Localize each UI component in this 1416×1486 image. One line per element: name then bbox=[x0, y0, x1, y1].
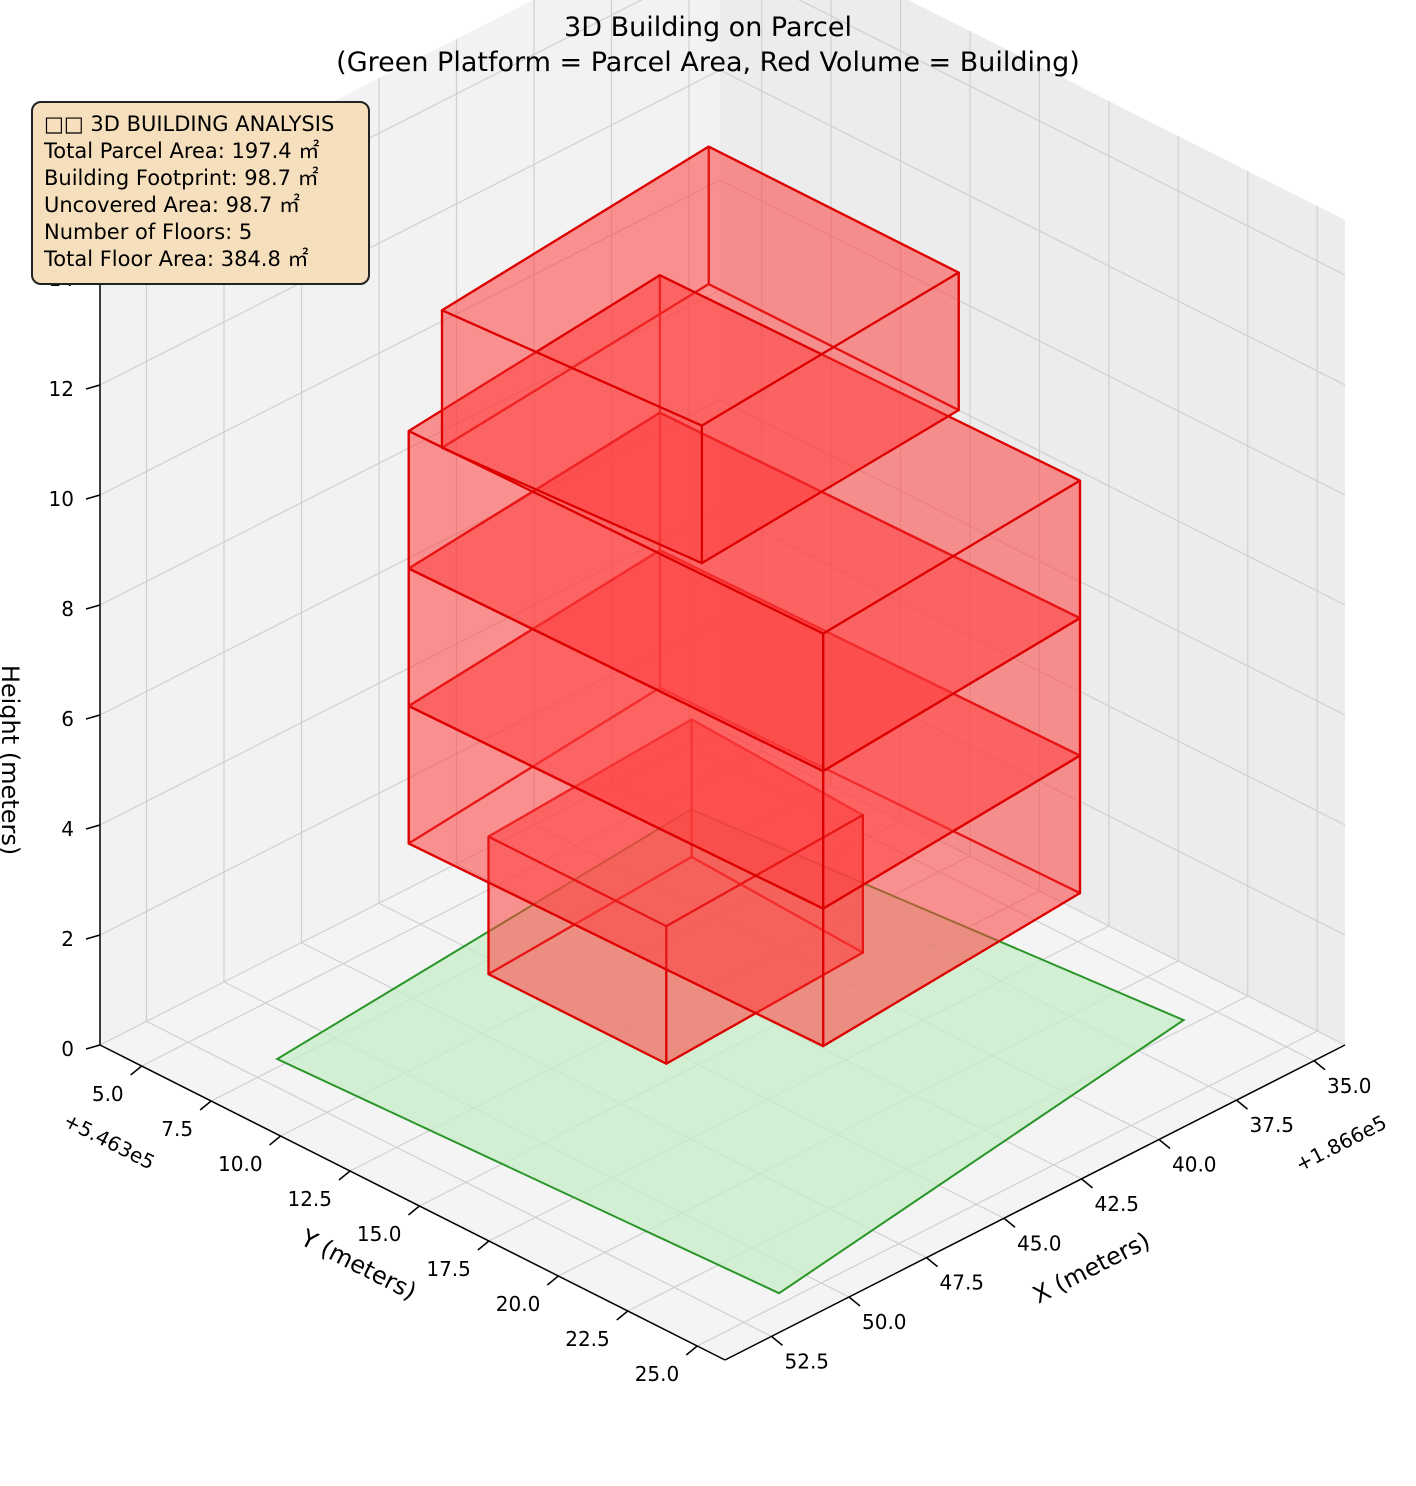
z-tick bbox=[85, 714, 101, 720]
pane-back-right bbox=[720, 0, 1345, 1045]
y-tick-label: 17.5 bbox=[426, 1257, 471, 1281]
x-tick-label: 40.0 bbox=[1172, 1153, 1217, 1177]
grid-line-z-left bbox=[99, 399, 721, 716]
y-tick bbox=[685, 1345, 698, 1356]
info-uncovered-area: Uncovered Area: 98.7 ㎡ bbox=[44, 193, 301, 217]
x-tick bbox=[1158, 1138, 1171, 1150]
building-analysis-box: □□ 3D BUILDING ANALYSIS Total Parcel Are… bbox=[31, 101, 370, 285]
y-tick-label: 20.0 bbox=[496, 1292, 541, 1316]
x-tick-label: 52.5 bbox=[785, 1349, 830, 1373]
plot-marks bbox=[275, 145, 1186, 1295]
building-face-side bbox=[440, 309, 704, 565]
grid-line-z-right bbox=[719, 69, 1346, 386]
grid-line-z-left bbox=[99, 619, 721, 936]
z-tick bbox=[85, 494, 101, 500]
grid-line-y-floor bbox=[141, 750, 762, 1067]
z-tick bbox=[85, 604, 101, 610]
z-tick-label: 0 bbox=[61, 1037, 74, 1061]
x-tick bbox=[1236, 1099, 1248, 1110]
x-tick bbox=[1081, 1178, 1093, 1189]
axis-lines bbox=[85, 220, 1346, 1361]
y-tick bbox=[338, 1170, 351, 1181]
y-tick bbox=[616, 1310, 629, 1321]
z-tick bbox=[85, 384, 101, 390]
z-tick-label: 2 bbox=[61, 927, 74, 951]
info-total-floor-area: Total Floor Area: 384.8 ㎡ bbox=[44, 247, 309, 271]
y-offset-label: +5.463e5 bbox=[60, 1108, 159, 1174]
grid-line-z-right bbox=[798, 0, 1346, 276]
x-axis-line bbox=[724, 1044, 1346, 1361]
x-tick-label: 45.0 bbox=[1017, 1231, 1062, 1255]
grid-line-z-right bbox=[719, 509, 1346, 826]
z-tick bbox=[85, 934, 101, 940]
info-box-heading: □□ 3D BUILDING ANALYSIS bbox=[44, 112, 335, 136]
grid-line-z-right bbox=[719, 179, 1346, 496]
grid-line-z-right bbox=[719, 399, 1346, 716]
y-tick bbox=[199, 1100, 212, 1111]
x-offset-label: +1.866e5 bbox=[1291, 1110, 1390, 1176]
parcel-platform bbox=[275, 808, 1186, 1295]
y-tick-label: 5.0 bbox=[92, 1082, 124, 1106]
grid-line-z-left bbox=[99, 729, 721, 1046]
x-tick bbox=[1003, 1217, 1016, 1228]
y-tick-label: 10.0 bbox=[218, 1152, 263, 1176]
z-tick-label: 6 bbox=[61, 707, 74, 731]
y-tick-label: 7.5 bbox=[161, 1117, 193, 1141]
y-tick bbox=[407, 1205, 420, 1216]
y-tick-label: 22.5 bbox=[565, 1327, 610, 1351]
x-tick bbox=[1313, 1060, 1326, 1071]
x-tick-label: 37.5 bbox=[1250, 1113, 1295, 1137]
z-tick-label: 12 bbox=[49, 377, 74, 401]
info-number-of-floors: Number of Floors: 5 bbox=[44, 220, 253, 244]
z-tick bbox=[85, 824, 101, 830]
x-tick-label: 50.0 bbox=[862, 1310, 907, 1334]
info-building-footprint: Building Footprint: 98.7 ㎡ bbox=[44, 166, 319, 190]
x-tick bbox=[848, 1296, 861, 1307]
y-tick-label: 15.0 bbox=[357, 1222, 402, 1246]
y-tick-label: 25.0 bbox=[635, 1362, 680, 1386]
x-tick-label: 42.5 bbox=[1095, 1192, 1140, 1216]
y-tick bbox=[130, 1065, 143, 1076]
grid-line-x-floor bbox=[146, 1020, 772, 1337]
grid-line-x-floor bbox=[688, 745, 1315, 1062]
chart-title-line-2: (Green Platform = Parcel Area, Red Volum… bbox=[336, 47, 1080, 78]
grid-line-y-floor bbox=[696, 1030, 1318, 1347]
z-axis-label: Height (meters) bbox=[0, 665, 24, 855]
y-tick bbox=[477, 1240, 490, 1251]
y-tick bbox=[269, 1135, 282, 1146]
z-tick-label: 4 bbox=[61, 817, 74, 841]
info-total-parcel-area: Total Parcel Area: 197.4 ㎡ bbox=[44, 139, 320, 163]
building-face-side bbox=[822, 479, 1082, 773]
z-tick-label: 8 bbox=[61, 597, 74, 621]
x-tick-label: 47.5 bbox=[940, 1271, 985, 1295]
x-tick bbox=[926, 1257, 938, 1268]
chart-title-line-1: 3D Building on Parcel bbox=[564, 12, 852, 43]
y-axis-line bbox=[99, 1044, 726, 1361]
z-tick bbox=[85, 1044, 101, 1050]
grid-line-z-left bbox=[99, 179, 721, 496]
y-tick-label: 12.5 bbox=[287, 1187, 332, 1211]
y-tick bbox=[546, 1275, 559, 1286]
grid-line-z-left bbox=[99, 289, 721, 606]
x-tick bbox=[771, 1335, 783, 1346]
x-tick-label: 35.0 bbox=[1327, 1074, 1372, 1098]
grid-line-z-left bbox=[99, 69, 721, 386]
grid-line-z-left bbox=[99, 509, 721, 826]
z-tick-label: 10 bbox=[49, 487, 74, 511]
